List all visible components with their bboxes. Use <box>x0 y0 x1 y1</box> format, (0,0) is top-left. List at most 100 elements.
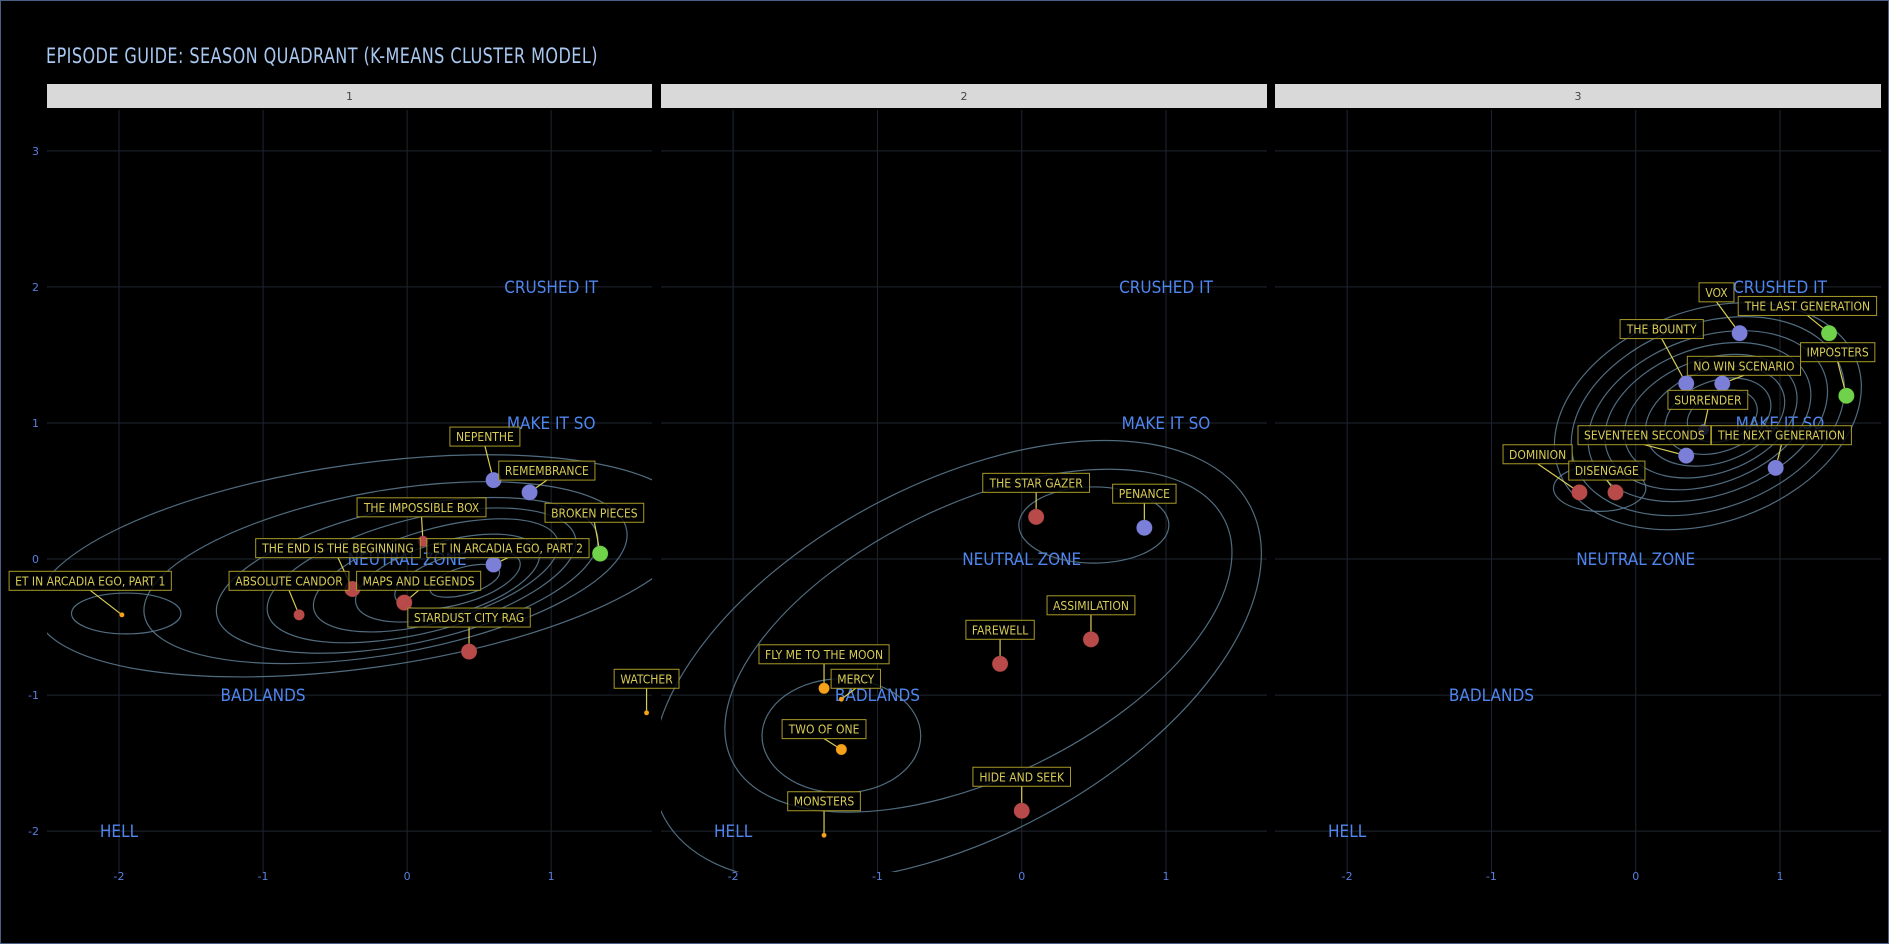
episode-label: SURRENDER <box>1674 393 1742 407</box>
y-tick-label: -2 <box>28 825 39 838</box>
episode-marker[interactable] <box>821 832 827 839</box>
episode-point[interactable]: BROKEN PIECES <box>544 502 645 562</box>
episode-point[interactable]: ET IN ARCADIA EGO, PART 1 <box>8 570 172 618</box>
episode-label: TWO OF ONE <box>788 723 860 737</box>
episode-marker[interactable] <box>1607 484 1624 501</box>
episode-label: THE IMPOSSIBLE BOX <box>363 501 480 515</box>
episode-point[interactable]: THE END IS THE BEGINNING <box>255 538 421 598</box>
density-contour <box>266 507 577 644</box>
episode-marker[interactable] <box>1677 447 1695 464</box>
episode-point[interactable]: THE LAST GENERATION <box>1737 295 1878 342</box>
episode-label: BROKEN PIECES <box>551 506 638 520</box>
episode-label: DISENGAGE <box>1575 464 1639 478</box>
episode-point[interactable]: MERCY <box>830 668 881 702</box>
episode-marker[interactable] <box>818 682 830 695</box>
episode-point[interactable]: THE NEXT GENERATION <box>1710 425 1852 477</box>
episode-point[interactable]: WATCHER <box>613 668 680 716</box>
x-tick-label: -1 <box>872 870 883 883</box>
episode-point[interactable]: THE IMPOSSIBLE BOX <box>356 497 487 548</box>
episode-point[interactable]: ABSOLUTE CANDOR <box>228 570 350 621</box>
episode-point[interactable]: FAREWELL <box>965 619 1035 673</box>
label-leader <box>1537 463 1580 493</box>
episode-point[interactable]: SURRENDER <box>1667 389 1749 436</box>
episode-marker[interactable] <box>460 643 478 660</box>
episode-marker[interactable] <box>395 594 413 611</box>
episode-point[interactable]: HIDE AND SEEK <box>972 766 1071 820</box>
zone-label: CRUSHED IT <box>1119 278 1214 298</box>
episode-point[interactable]: THE BOUNTY <box>1619 319 1704 392</box>
episode-label: ET IN ARCADIA EGO, PART 1 <box>15 574 165 588</box>
zone-label: NEUTRAL ZONE <box>1576 550 1695 570</box>
episode-marker[interactable] <box>1136 519 1153 536</box>
episode-point[interactable]: DISENGAGE <box>1568 460 1646 501</box>
episode-label: REMEMBRANCE <box>505 464 589 478</box>
episode-label-box <box>972 766 1071 787</box>
episode-label-box <box>255 538 421 559</box>
episode-marker[interactable] <box>1677 375 1695 392</box>
episode-point[interactable]: ET IN ARCADIA EGO, PART 2 <box>426 538 590 573</box>
episode-label-box <box>830 668 881 689</box>
x-tick-label: -2 <box>114 870 125 883</box>
density-contour <box>47 454 652 678</box>
episode-point[interactable]: PENANCE <box>1112 483 1177 536</box>
label-leader <box>89 589 123 616</box>
density-contour <box>1587 330 1829 503</box>
density-contour <box>70 592 182 635</box>
episode-marker[interactable] <box>1731 324 1748 342</box>
x-tick-label: -2 <box>1342 870 1353 883</box>
episode-point[interactable]: FLY ME TO THE MOON <box>758 644 890 695</box>
episode-label-box <box>787 791 861 812</box>
episode-point[interactable]: THE STAR GAZER <box>982 472 1091 526</box>
density-contour <box>1604 341 1812 491</box>
episode-marker[interactable] <box>1838 387 1855 404</box>
episode-marker[interactable] <box>1013 802 1030 820</box>
episode-point[interactable]: STARDUST CITY RAG <box>407 607 531 660</box>
episode-marker[interactable] <box>1820 324 1838 342</box>
episode-point[interactable]: IMPOSTERS <box>1800 342 1876 404</box>
episode-point[interactable]: NO WIN SCENARIO <box>1686 355 1802 392</box>
episode-label-box <box>1619 319 1704 340</box>
zone-label: BADLANDS <box>1449 686 1534 706</box>
episode-marker[interactable] <box>293 609 305 621</box>
episode-label: NO WIN SCENARIO <box>1693 359 1794 373</box>
episode-label: THE END IS THE BEGINNING <box>261 542 414 556</box>
episode-label-box <box>426 538 590 559</box>
episode-label: MERCY <box>837 672 874 686</box>
episode-point[interactable]: MAPS AND LEGENDS <box>356 570 482 611</box>
label-leader <box>1661 338 1687 384</box>
episode-point[interactable]: TWO OF ONE <box>781 719 867 756</box>
density-contour <box>724 468 1233 813</box>
episode-marker[interactable] <box>521 484 538 501</box>
episode-marker[interactable] <box>119 612 125 618</box>
episode-marker[interactable] <box>991 655 1009 673</box>
episode-marker[interactable] <box>1714 375 1731 392</box>
episode-marker[interactable] <box>485 556 502 573</box>
episode-label: VOX <box>1705 286 1728 300</box>
grid-lines <box>47 110 652 872</box>
zone-label: MAKE IT SO <box>507 414 596 434</box>
episode-label-box <box>613 668 680 689</box>
episode-point[interactable]: MONSTERS <box>787 791 861 839</box>
episode-point[interactable]: SEVENTEEN SECONDS <box>1577 425 1712 464</box>
episode-marker[interactable] <box>1082 631 1100 648</box>
episode-point[interactable]: VOX <box>1698 282 1748 342</box>
episode-point[interactable]: ASSIMILATION <box>1046 595 1136 648</box>
episode-label: THE LAST GENERATION <box>1744 299 1870 313</box>
facet-strip-label: 3 <box>1575 90 1582 103</box>
episode-marker[interactable] <box>591 545 609 562</box>
zone-label: HELL <box>1328 822 1367 842</box>
episode-point[interactable]: NEPENTHE <box>449 426 521 489</box>
episode-marker[interactable] <box>1767 459 1784 477</box>
episode-label: ET IN ARCADIA EGO, PART 2 <box>433 542 583 556</box>
episode-point[interactable]: REMEMBRANCE <box>498 460 596 501</box>
episode-marker[interactable] <box>1571 484 1588 501</box>
x-tick-label: 0 <box>404 870 411 883</box>
episode-marker[interactable] <box>835 743 848 756</box>
episode-point[interactable]: DOMINION <box>1502 444 1588 501</box>
episode-marker[interactable] <box>838 696 845 702</box>
y-tick-label: 0 <box>32 553 39 566</box>
episode-marker[interactable] <box>643 710 650 716</box>
episode-marker[interactable] <box>1027 508 1045 526</box>
